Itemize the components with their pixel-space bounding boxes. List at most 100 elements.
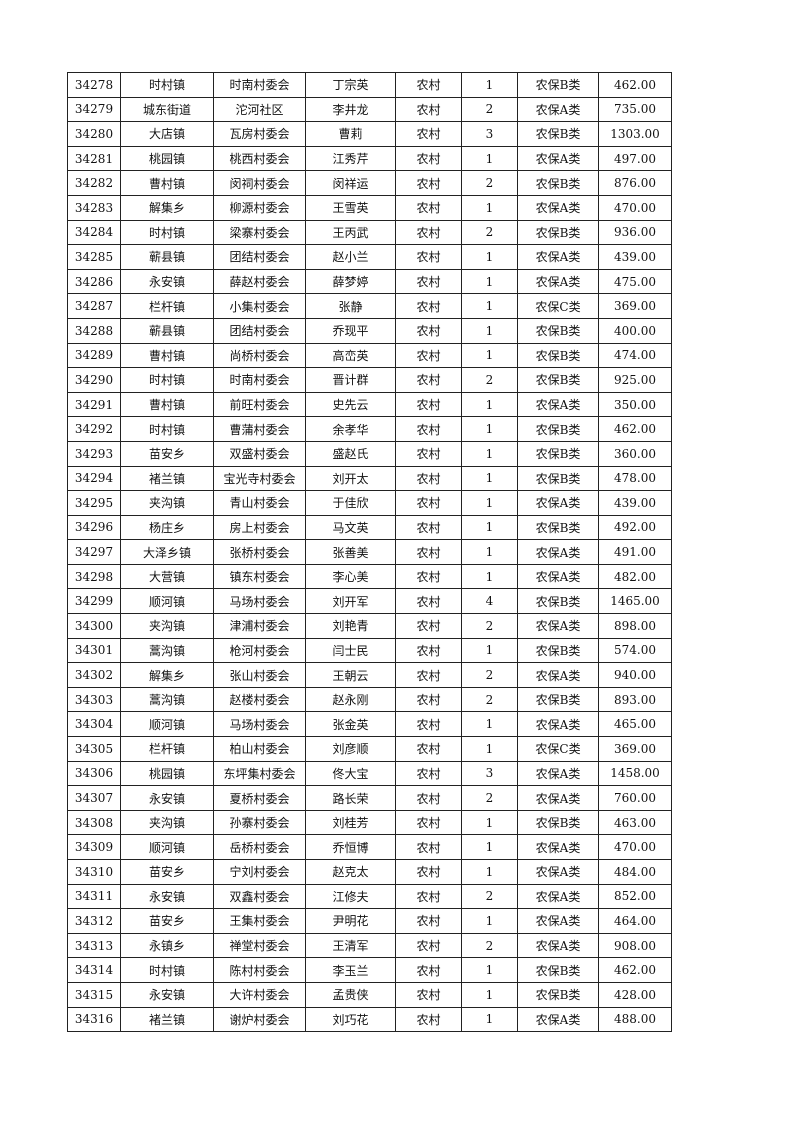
cell-record-id: 34283 — [67, 194, 121, 221]
cell-insurance-category: 农保B类 — [517, 440, 599, 467]
cell-member-count: 1 — [461, 194, 518, 221]
table-row: 34303 蒿沟镇 赵楼村委会 赵永刚 农村 2 农保B类 893.00 — [67, 686, 672, 713]
cell-village: 岳桥村委会 — [213, 834, 306, 860]
cell-village: 双鑫村委会 — [213, 883, 306, 910]
cell-amount: 462.00 — [598, 416, 672, 442]
table-row: 34299 顺河镇 马场村委会 刘开军 农村 4 农保B类 1465.00 — [67, 588, 672, 615]
table-row: 34291 曹村镇 前旺村委会 史先云 农村 1 农保A类 350.00 — [67, 391, 672, 418]
cell-household-type: 农村 — [395, 736, 462, 762]
cell-member-count: 1 — [461, 957, 518, 983]
cell-village: 沱河社区 — [213, 96, 306, 123]
table-row: 34282 曹村镇 闵祠村委会 闵祥运 农村 2 农保B类 876.00 — [67, 170, 672, 196]
cell-record-id: 34284 — [67, 219, 121, 246]
cell-village: 谢炉村委会 — [213, 1006, 306, 1033]
cell-member-count: 2 — [461, 96, 518, 123]
cell-household-type: 农村 — [395, 170, 462, 196]
cell-record-id: 34314 — [67, 957, 121, 983]
cell-insurance-category: 农保B类 — [517, 72, 599, 98]
table-row: 34288 蕲县镇 团结村委会 乔现平 农村 1 农保B类 400.00 — [67, 317, 672, 344]
cell-town: 褚兰镇 — [120, 465, 214, 492]
cell-amount: 369.00 — [598, 293, 672, 319]
cell-person-name: 刘开军 — [305, 588, 396, 615]
cell-village: 孙寨村委会 — [213, 809, 306, 836]
cell-town: 苗安乡 — [120, 859, 214, 885]
cell-record-id: 34302 — [67, 662, 121, 688]
cell-village: 马场村委会 — [213, 588, 306, 615]
cell-amount: 484.00 — [598, 859, 672, 885]
cell-person-name: 王丙武 — [305, 219, 396, 246]
cell-town: 解集乡 — [120, 194, 214, 221]
cell-insurance-category: 农保B类 — [517, 367, 599, 393]
cell-village: 宁刘村委会 — [213, 859, 306, 885]
cell-village: 大许村委会 — [213, 981, 306, 1008]
cell-town: 褚兰镇 — [120, 1006, 214, 1033]
cell-person-name: 张金英 — [305, 711, 396, 738]
cell-household-type: 农村 — [395, 96, 462, 123]
table-row: 34310 苗安乡 宁刘村委会 赵克太 农村 1 农保A类 484.00 — [67, 859, 672, 885]
cell-person-name: 张善美 — [305, 539, 396, 565]
cell-amount: 462.00 — [598, 72, 672, 98]
cell-village: 镇东村委会 — [213, 563, 306, 590]
cell-household-type: 农村 — [395, 219, 462, 246]
cell-person-name: 高峦英 — [305, 342, 396, 369]
cell-amount: 474.00 — [598, 342, 672, 369]
cell-town: 顺河镇 — [120, 834, 214, 860]
cell-town: 栏杆镇 — [120, 736, 214, 762]
cell-member-count: 2 — [461, 883, 518, 910]
cell-person-name: 王朝云 — [305, 662, 396, 688]
cell-insurance-category: 农保A类 — [517, 662, 599, 688]
cell-member-count: 1 — [461, 268, 518, 295]
cell-household-type: 农村 — [395, 760, 462, 787]
cell-town: 大店镇 — [120, 121, 214, 147]
cell-record-id: 34278 — [67, 72, 121, 98]
cell-amount: 852.00 — [598, 883, 672, 910]
cell-insurance-category: 农保C类 — [517, 736, 599, 762]
cell-town: 栏杆镇 — [120, 293, 214, 319]
table-row: 34281 桃园镇 桃西村委会 江秀芹 农村 1 农保A类 497.00 — [67, 145, 672, 172]
table-row: 34286 永安镇 薛赵村委会 薛梦婷 农村 1 农保A类 475.00 — [67, 268, 672, 295]
cell-town: 顺河镇 — [120, 711, 214, 738]
cell-insurance-category: 农保B类 — [517, 219, 599, 246]
cell-member-count: 1 — [461, 440, 518, 467]
cell-village: 陈村村委会 — [213, 957, 306, 983]
cell-person-name: 赵克太 — [305, 859, 396, 885]
cell-member-count: 3 — [461, 760, 518, 787]
cell-person-name: 乔现平 — [305, 317, 396, 344]
cell-record-id: 34308 — [67, 809, 121, 836]
cell-insurance-category: 农保A类 — [517, 539, 599, 565]
cell-record-id: 34305 — [67, 736, 121, 762]
cell-village: 瓦房村委会 — [213, 121, 306, 147]
cell-household-type: 农村 — [395, 883, 462, 910]
cell-person-name: 张静 — [305, 293, 396, 319]
record-table: 34278 时村镇 时南村委会 丁宗英 农村 1 农保B类 462.00 34279 城东街道 沱河… — [67, 72, 672, 1033]
cell-amount: 369.00 — [598, 736, 672, 762]
cell-town: 夹沟镇 — [120, 613, 214, 639]
cell-member-count: 1 — [461, 317, 518, 344]
cell-insurance-category: 农保A类 — [517, 96, 599, 123]
cell-record-id: 34315 — [67, 981, 121, 1008]
table-row: 34302 解集乡 张山村委会 王朝云 农村 2 农保A类 940.00 — [67, 662, 672, 688]
cell-household-type: 农村 — [395, 859, 462, 885]
cell-member-count: 1 — [461, 563, 518, 590]
cell-person-name: 李玉兰 — [305, 957, 396, 983]
cell-person-name: 佟大宝 — [305, 760, 396, 787]
cell-member-count: 1 — [461, 981, 518, 1008]
table-row: 34315 永安镇 大许村委会 孟贵侠 农村 1 农保B类 428.00 — [67, 981, 672, 1008]
table-row: 34294 褚兰镇 宝光寺村委会 刘开太 农村 1 农保B类 478.00 — [67, 465, 672, 492]
cell-member-count: 4 — [461, 588, 518, 615]
table-row: 34280 大店镇 瓦房村委会 曹莉 农村 3 农保B类 1303.00 — [67, 121, 672, 147]
cell-amount: 439.00 — [598, 244, 672, 270]
cell-village: 闵祠村委会 — [213, 170, 306, 196]
cell-person-name: 刘桂芳 — [305, 809, 396, 836]
cell-village: 张山村委会 — [213, 662, 306, 688]
cell-record-id: 34310 — [67, 859, 121, 885]
cell-insurance-category: 农保A类 — [517, 760, 599, 787]
cell-person-name: 刘巧花 — [305, 1006, 396, 1033]
cell-household-type: 农村 — [395, 514, 462, 541]
cell-town: 桃园镇 — [120, 760, 214, 787]
cell-person-name: 薛梦婷 — [305, 268, 396, 295]
cell-insurance-category: 农保B类 — [517, 686, 599, 713]
cell-member-count: 1 — [461, 391, 518, 418]
cell-insurance-category: 农保A类 — [517, 1006, 599, 1033]
cell-insurance-category: 农保A类 — [517, 883, 599, 910]
